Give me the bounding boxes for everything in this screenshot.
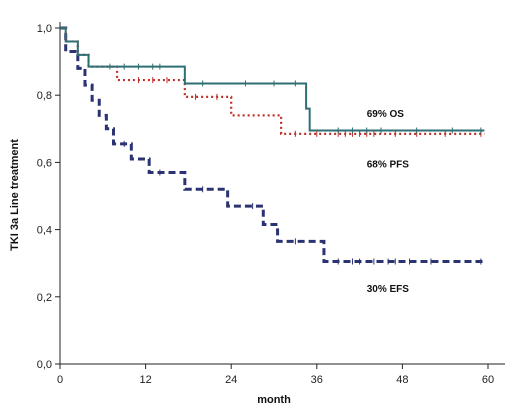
- x-axis-title: month: [257, 394, 291, 406]
- x-tick-label-24: 24: [225, 374, 237, 386]
- series-label-1: 68% PFS: [367, 159, 410, 170]
- x-tick-label-36: 36: [311, 374, 323, 386]
- ticks: 0 12 24 36 48 60 0,0 0,2 0,4 0,6 0,8 1,0: [37, 23, 494, 386]
- y-tick-label-5: 1,0: [37, 23, 52, 35]
- y-axis-title: TKI 3a Line treatment: [9, 139, 21, 251]
- curve-2: [60, 26, 485, 264]
- survival-curves: [60, 26, 485, 264]
- y-tick-label-0: 0,0: [37, 359, 52, 371]
- y-tick-label-3: 0,6: [37, 157, 52, 169]
- x-tick-label-12: 12: [139, 374, 151, 386]
- y-tick-label-2: 0,4: [37, 225, 52, 237]
- series-annotations: 69% OS 68% PFS 30% EFS: [367, 109, 410, 295]
- curve-0: [60, 27, 485, 132]
- y-tick-label-4: 0,8: [37, 90, 52, 102]
- curve-1: [60, 26, 485, 135]
- y-tick-label-1: 0,2: [37, 292, 52, 304]
- series-label-0: 69% OS: [367, 109, 405, 120]
- x-tick-label-0: 0: [57, 374, 63, 386]
- axes: [59, 22, 505, 365]
- censor-marks: [109, 63, 482, 265]
- series-label-2: 30% EFS: [367, 284, 410, 295]
- x-tick-label-48: 48: [396, 374, 408, 386]
- x-tick-label-60: 60: [482, 374, 494, 386]
